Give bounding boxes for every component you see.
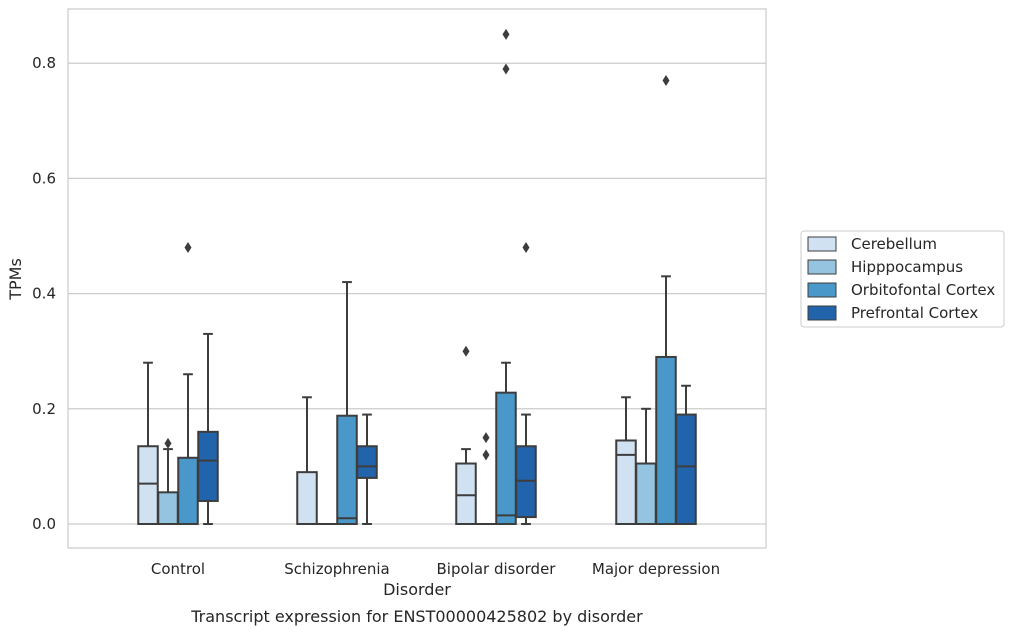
boxes <box>137 28 697 526</box>
plot-area-frame <box>67 8 767 549</box>
box-body <box>655 355 677 525</box>
x-tick-label: Schizophrenia <box>284 560 389 578</box>
box-body <box>495 391 517 525</box>
outlier-point <box>502 28 510 40</box>
box-orbitofontal-cortex-schizophrenia <box>336 281 358 526</box>
box-orbitofontal-cortex-bipolar-disorder <box>495 28 517 525</box>
box-cerebellum-major-depression <box>615 396 637 526</box>
legend-label: Cerebellum <box>851 235 937 253</box>
legend-label: Orbitofontal Cortex <box>851 281 995 299</box>
box-body <box>635 462 657 525</box>
legend-label: Prefrontal Cortex <box>851 304 978 322</box>
box-prefrontal-cortex-schizophrenia <box>356 413 378 525</box>
outlier-point <box>184 242 192 254</box>
legend-frame <box>800 230 1005 328</box>
x-tick-label: Major depression <box>592 560 720 578</box>
outlier-point <box>662 74 670 86</box>
box-prefrontal-cortex-bipolar-disorder <box>515 242 537 525</box>
box-prefrontal-cortex-major-depression <box>675 384 697 525</box>
box-body <box>615 439 637 526</box>
x-tick-label: Control <box>151 560 205 578</box>
y-axis-label: TPMs <box>6 258 25 301</box>
y-tick-label: 0.4 <box>32 285 56 303</box>
box-cerebellum-control <box>137 361 159 525</box>
x-axis-ticks: Control Schizophrenia Bipolar disorder Majo… <box>151 560 720 578</box>
legend-items: Cerebellum Hipppocampus Orbitofontal Corte… <box>807 235 995 322</box>
box-body <box>137 445 159 525</box>
legend-swatch <box>807 259 837 275</box>
box-body <box>336 414 358 526</box>
box-hipppocampus-major-depression <box>635 407 657 525</box>
y-tick-label: 0.6 <box>32 169 56 187</box>
box-body <box>177 456 199 526</box>
outlier-point <box>502 63 510 75</box>
box-body <box>356 445 378 479</box>
outlier-point <box>482 432 490 444</box>
box-cerebellum-schizophrenia <box>296 396 318 526</box>
legend-swatch <box>807 305 837 321</box>
outlier-point <box>462 345 470 357</box>
legend-label: Hipppocampus <box>851 258 963 276</box>
y-axis-ticks: 0.0 0.2 0.4 0.6 0.8 <box>32 54 56 533</box>
box-hipppocampus-control <box>157 437 179 526</box>
outlier-point <box>482 449 490 461</box>
box-cerebellum-bipolar-disorder <box>455 345 477 525</box>
legend: Cerebellum Hipppocampus Orbitofontal Corte… <box>800 230 1005 328</box>
box-hipppocampus-bipolar-disorder <box>475 432 497 526</box>
box-orbitofontal-cortex-major-depression <box>655 74 677 525</box>
y-tick-label: 0.2 <box>32 400 56 418</box>
outlier-point <box>164 437 172 449</box>
x-axis-label: Disorder <box>383 580 451 599</box>
x-tick-label: Bipolar disorder <box>437 560 557 578</box>
box-orbitofontal-cortex-control <box>177 242 199 526</box>
box-body <box>455 462 477 525</box>
box-body <box>157 491 179 526</box>
chart-caption: Transcript expression for ENST0000042580… <box>190 607 643 626</box>
box-prefrontal-cortex-control <box>197 332 219 525</box>
box-body <box>197 430 219 502</box>
legend-swatch <box>807 236 837 252</box>
box-body <box>675 413 697 525</box>
legend-swatch <box>807 282 837 298</box>
y-tick-label: 0.0 <box>32 515 56 533</box>
box-body <box>296 471 318 526</box>
y-tick-label: 0.8 <box>32 54 56 72</box>
outlier-point <box>522 242 530 254</box>
